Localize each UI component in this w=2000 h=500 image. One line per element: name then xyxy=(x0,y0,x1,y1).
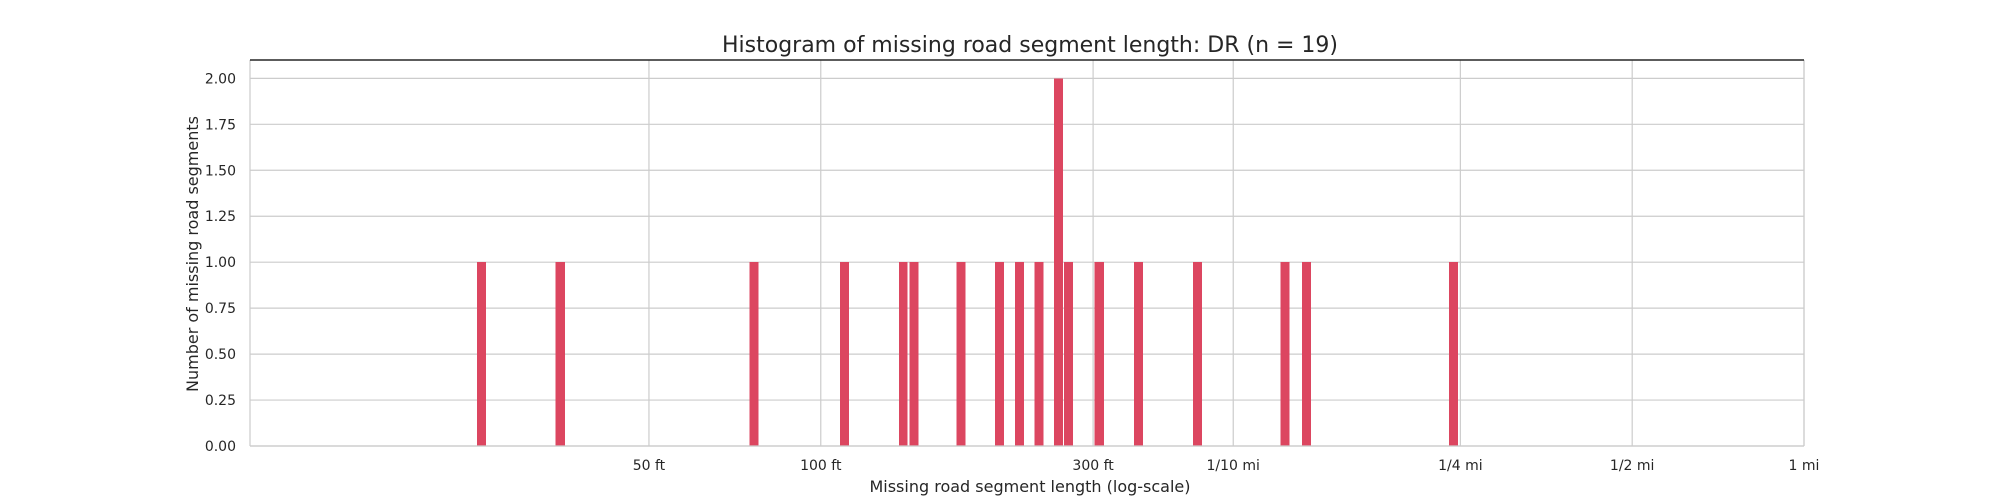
y-tick-label: 0.75 xyxy=(205,301,236,317)
histogram-bar xyxy=(749,262,759,446)
x-tick-label: 1/10 mi xyxy=(1207,458,1260,474)
x-axis-label: Missing road segment length (log-scale) xyxy=(869,477,1190,496)
y-tick-label: 1.75 xyxy=(205,117,236,133)
x-tick-label: 1/2 mi xyxy=(1610,458,1655,474)
y-tick-label: 0.50 xyxy=(205,347,236,363)
histogram-bar xyxy=(1034,262,1044,446)
histogram-bar xyxy=(1064,262,1074,446)
histogram-bar xyxy=(909,262,919,446)
axes-layer xyxy=(249,59,1805,447)
histogram-bar xyxy=(1134,262,1144,446)
x-tick-label: 50 ft xyxy=(633,458,666,474)
histogram-bar xyxy=(1302,262,1312,446)
y-tick-label: 1.00 xyxy=(205,255,236,271)
histogram-bar xyxy=(1449,262,1459,446)
histogram-bar xyxy=(1053,78,1063,446)
y-tick-label: 0.25 xyxy=(205,393,236,409)
histogram-bar xyxy=(1015,262,1025,446)
y-axis-label: Number of missing road segments xyxy=(183,116,202,392)
histogram-bar xyxy=(1094,262,1104,446)
y-tick-label: 2.00 xyxy=(205,71,236,87)
histogram-bar xyxy=(898,262,908,446)
y-tick-label: 1.50 xyxy=(205,163,236,179)
x-tick-label: 1 mi xyxy=(1789,458,1820,474)
histogram-bar xyxy=(839,262,849,446)
chart-title: Histogram of missing road segment length… xyxy=(722,33,1338,58)
tick-layer: 0.00 0.25 0.50 0.75 1.00 1.25 1.50 1.75 2.00 50 f… xyxy=(205,71,1820,474)
x-tick-label: 1/4 mi xyxy=(1438,458,1483,474)
histogram-bar xyxy=(1193,262,1203,446)
x-tick-label: 300 ft xyxy=(1072,458,1114,474)
histogram-bar xyxy=(1280,262,1290,446)
x-tick-label: 100 ft xyxy=(800,458,842,474)
y-tick-label: 0.00 xyxy=(205,439,236,455)
histogram-bar xyxy=(995,262,1005,446)
histogram-bar xyxy=(956,262,966,446)
y-tick-label: 1.25 xyxy=(205,209,236,225)
histogram-bar xyxy=(477,262,486,446)
grid-layer xyxy=(250,60,1805,447)
bar-layer xyxy=(477,78,1459,446)
histogram-bar xyxy=(555,262,565,446)
